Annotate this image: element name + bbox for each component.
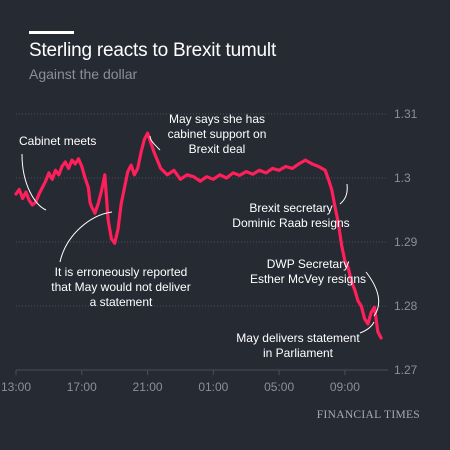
series-line — [14, 131, 383, 340]
annotation-leader — [149, 135, 161, 151]
annotation-leader — [365, 271, 380, 317]
x-tick-label: 13:00 — [1, 380, 31, 394]
annotation-label: DWP Secretary Esther McVey resigns — [250, 257, 366, 286]
chart-subtitle: Against the dollar — [29, 66, 138, 82]
x-tick-label: 05:00 — [264, 380, 294, 394]
y-tick-label: 1.29 — [394, 235, 418, 249]
annotation-label: Brexit secretary Dominic Raab resigns — [232, 201, 349, 230]
annotation-label: It is erroneously reported that May would… — [51, 265, 190, 309]
x-tick-label: 21:00 — [133, 380, 163, 394]
x-tick-label: 17:00 — [67, 380, 97, 394]
y-tick-label: 1.27 — [394, 363, 418, 377]
annotation-label: May delivers statement in Parliament — [236, 331, 360, 360]
annotation-leader — [21, 153, 47, 211]
annotation-leader — [359, 321, 375, 334]
chart-title: Sterling reacts to Brexit tumult — [29, 40, 277, 61]
annotation-label: Cabinet meets — [19, 134, 96, 148]
y-tick-label: 1.31 — [394, 107, 418, 121]
annotation-label: May says she has cabinet support on Brexit… — [168, 112, 267, 156]
x-tick-label: 09:00 — [330, 380, 360, 394]
annotation-leader — [339, 183, 348, 205]
annotation-leader — [59, 211, 113, 263]
y-tick-label: 1.3 — [394, 171, 411, 185]
x-tick-label: 01:00 — [198, 380, 228, 394]
source-credit: FINANCIAL TIMES — [316, 409, 420, 421]
header-rule — [29, 31, 74, 34]
y-tick-label: 1.28 — [394, 299, 418, 313]
